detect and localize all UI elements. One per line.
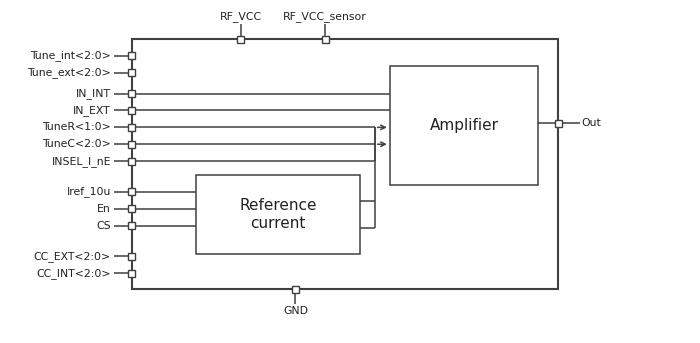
Text: Amplifier: Amplifier <box>430 118 498 133</box>
Bar <box>128 158 135 165</box>
Bar <box>237 36 244 43</box>
Bar <box>196 175 360 254</box>
Text: TuneC<2:0>: TuneC<2:0> <box>42 139 111 149</box>
Bar <box>128 222 135 229</box>
Text: CC_INT<2:0>: CC_INT<2:0> <box>36 268 111 279</box>
Bar <box>555 120 562 127</box>
Text: Out: Out <box>582 118 601 128</box>
Text: GND: GND <box>283 306 308 316</box>
Text: Reference
current: Reference current <box>239 199 317 231</box>
Text: IN_EXT: IN_EXT <box>74 105 111 116</box>
Text: INSEL_I_nE: INSEL_I_nE <box>52 156 111 167</box>
Bar <box>128 205 135 212</box>
Bar <box>128 69 135 76</box>
Bar <box>128 107 135 114</box>
Bar <box>128 270 135 277</box>
Bar <box>128 52 135 59</box>
Text: Iref_10u: Iref_10u <box>66 186 111 197</box>
Bar <box>322 36 329 43</box>
Text: IN_INT: IN_INT <box>76 88 111 99</box>
Text: TuneR<1:0>: TuneR<1:0> <box>42 122 111 132</box>
Text: CC_EXT<2:0>: CC_EXT<2:0> <box>34 251 111 262</box>
Text: CS: CS <box>97 221 111 230</box>
Text: En: En <box>97 204 111 214</box>
Bar <box>128 188 135 195</box>
Text: RF_VCC_sensor: RF_VCC_sensor <box>284 11 367 22</box>
Bar <box>128 90 135 97</box>
Bar <box>128 141 135 148</box>
Bar <box>128 124 135 131</box>
Bar <box>292 286 299 293</box>
Text: Tune_int<2:0>: Tune_int<2:0> <box>30 50 111 61</box>
Text: RF_VCC: RF_VCC <box>220 11 262 22</box>
Bar <box>132 39 559 289</box>
Text: Tune_ext<2:0>: Tune_ext<2:0> <box>27 67 111 78</box>
Bar <box>128 253 135 260</box>
Bar <box>390 66 538 185</box>
